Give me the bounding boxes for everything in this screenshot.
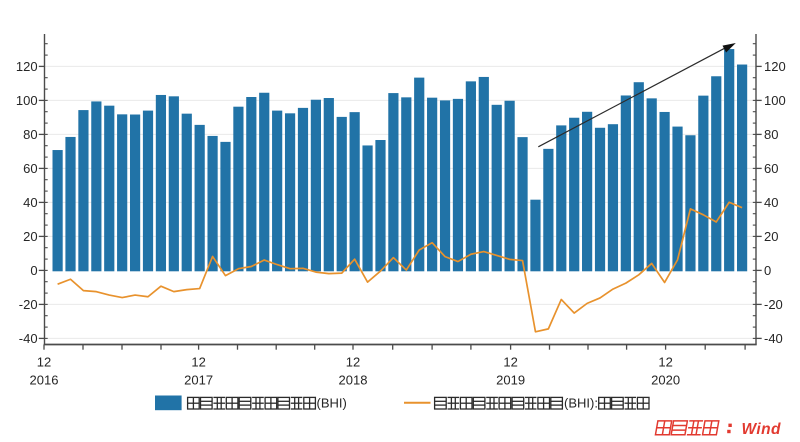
svg-text:60: 60: [764, 161, 778, 176]
svg-text:-20: -20: [19, 297, 38, 312]
svg-text:40: 40: [23, 195, 37, 210]
svg-text:2018: 2018: [339, 373, 368, 388]
svg-text:-40: -40: [764, 331, 783, 346]
svg-text:100: 100: [764, 93, 786, 108]
svg-text:0: 0: [30, 263, 37, 278]
svg-text:40: 40: [764, 195, 778, 210]
svg-text:12: 12: [503, 355, 517, 370]
svg-text:80: 80: [23, 127, 37, 142]
svg-text:2016: 2016: [30, 373, 59, 388]
svg-text:80: 80: [764, 127, 778, 142]
svg-text:-20: -20: [764, 297, 783, 312]
svg-text:(BHI): (BHI): [317, 396, 347, 411]
svg-text:60: 60: [23, 161, 37, 176]
svg-text:12: 12: [658, 355, 672, 370]
svg-text:120: 120: [16, 59, 38, 74]
svg-text:12: 12: [191, 355, 205, 370]
svg-text:0: 0: [764, 263, 771, 278]
svg-text:2019: 2019: [496, 373, 525, 388]
svg-text:2020: 2020: [651, 373, 680, 388]
svg-text:12: 12: [346, 355, 360, 370]
svg-text:Wind: Wind: [742, 421, 781, 438]
svg-text:2017: 2017: [184, 373, 213, 388]
svg-text:20: 20: [23, 229, 37, 244]
svg-text:100: 100: [16, 93, 38, 108]
svg-text:120: 120: [764, 59, 786, 74]
svg-text:(BHI):: (BHI):: [564, 396, 598, 411]
svg-text:20: 20: [764, 229, 778, 244]
svg-text:-40: -40: [19, 331, 38, 346]
svg-text:12: 12: [37, 355, 51, 370]
